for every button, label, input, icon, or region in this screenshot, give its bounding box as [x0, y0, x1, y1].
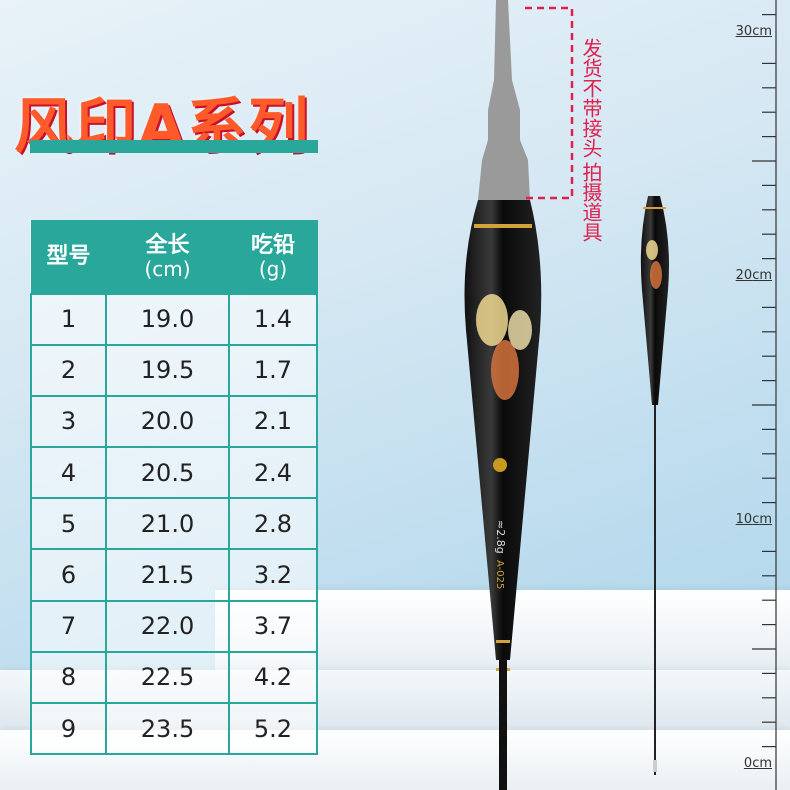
ruler: [752, 0, 777, 790]
title-underline: [30, 140, 318, 153]
ruler-label-20: 20cm: [735, 268, 772, 283]
weight-cell: 2.8: [228, 497, 318, 551]
weight-cell: 4.2: [228, 650, 318, 705]
table-row: 1 19.0 1.4: [30, 292, 318, 346]
table-row: 3 20.0 2.1: [30, 394, 318, 449]
length-cell: 19.5: [105, 343, 230, 397]
length-cell: 20.0: [105, 394, 230, 449]
float-weight-text: ≈2.8g: [494, 520, 507, 554]
length-cell: 19.0: [105, 292, 230, 346]
length-cell: 20.5: [105, 446, 230, 500]
large-float: ≈2.8g A-025: [464, 200, 542, 790]
length-cell: 22.0: [105, 599, 230, 653]
model-cell: 1: [30, 292, 107, 346]
weight-cell: 2.1: [228, 394, 318, 449]
length-cell: 22.5: [105, 650, 230, 705]
header-model: 型号: [30, 220, 107, 294]
ruler-label-0: 0cm: [743, 756, 772, 771]
note-no-connector: 发货不带接头: [579, 38, 603, 158]
table-row: 5 21.0 2.8: [30, 497, 318, 551]
model-cell: 9: [30, 701, 107, 756]
model-cell: 8: [30, 650, 107, 705]
length-cell: 23.5: [105, 701, 230, 756]
model-cell: 5: [30, 497, 107, 551]
float-model-text: A-025: [494, 560, 505, 589]
model-cell: 3: [30, 394, 107, 449]
note-photo-prop: 拍摄道具: [579, 162, 603, 242]
ruler-label-30: 30cm: [735, 24, 772, 39]
table-row: 6 21.5 3.2: [30, 548, 318, 602]
prop-note: 发货不带接头 拍摄道具: [578, 38, 604, 242]
model-cell: 2: [30, 343, 107, 397]
model-cell: 4: [30, 446, 107, 500]
spec-table: 型号 全长 (cm) 吃铅 (g) 1 19.0 1.4 2 19.5 1.7 3 20.0 2.1…: [30, 220, 318, 756]
weight-cell: 3.7: [228, 599, 318, 653]
table-row: 4 20.5 2.4: [30, 446, 318, 500]
model-cell: 7: [30, 599, 107, 653]
ruler-label-10: 10cm: [735, 512, 772, 527]
header-length: 全长 (cm): [105, 220, 230, 294]
header-weight: 吃铅 (g): [228, 220, 318, 294]
table-header-row: 型号 全长 (cm) 吃铅 (g): [30, 220, 318, 294]
small-float: [640, 196, 669, 775]
weight-cell: 5.2: [228, 701, 318, 756]
model-cell: 6: [30, 548, 107, 602]
prop-bracket: [525, 6, 574, 200]
table-row: 7 22.0 3.7: [30, 599, 318, 653]
table-row: 9 23.5 5.2: [30, 701, 318, 756]
table-row: 2 19.5 1.7: [30, 343, 318, 397]
length-cell: 21.5: [105, 548, 230, 602]
weight-cell: 1.4: [228, 292, 318, 346]
table-row: 8 22.5 4.2: [30, 650, 318, 705]
weight-cell: 2.4: [228, 446, 318, 500]
weight-cell: 1.7: [228, 343, 318, 397]
prop-connector: [478, 0, 530, 200]
length-cell: 21.0: [105, 497, 230, 551]
weight-cell: 3.2: [228, 548, 318, 602]
